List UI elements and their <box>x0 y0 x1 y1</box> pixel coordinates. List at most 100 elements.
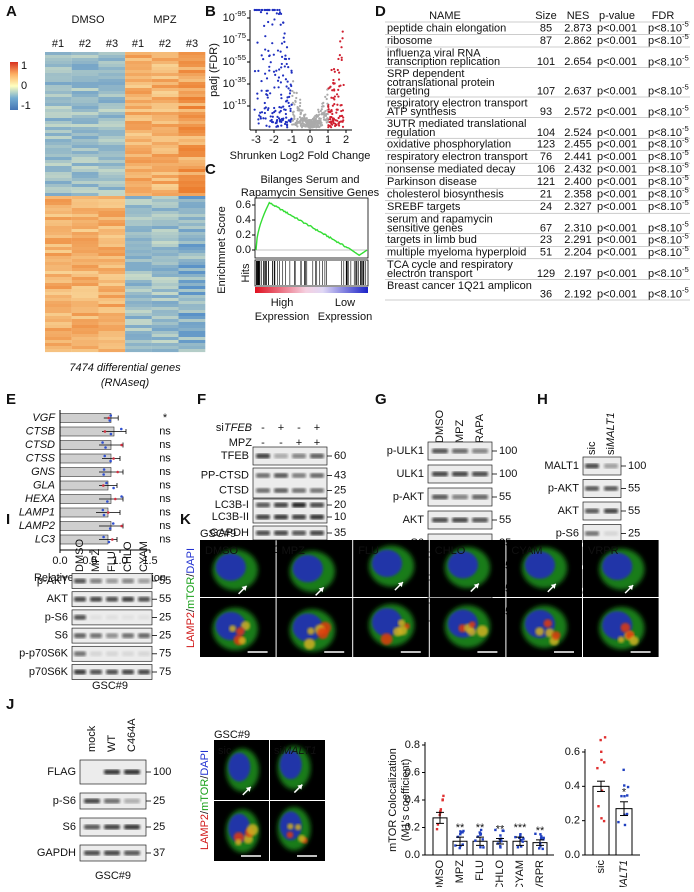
heatmap-cell <box>45 145 72 149</box>
heatmap-cell <box>178 238 206 242</box>
label-exponent: -5 <box>682 83 689 92</box>
label-exponent: -5 <box>682 53 689 62</box>
volcano-point <box>324 113 327 116</box>
heatmap-cell <box>45 337 72 341</box>
label: mock <box>86 725 98 752</box>
heatmap-cell <box>45 310 72 314</box>
heatmap-cell <box>125 193 152 197</box>
heatmap-cell <box>178 184 206 188</box>
label: p<0.001 <box>597 56 637 68</box>
heatmap-cell <box>125 103 152 107</box>
heatmap-cell <box>45 175 72 179</box>
label-base: p<8.10 <box>648 289 682 301</box>
heatmap-cell <box>45 112 72 116</box>
label-base: p<8.10 <box>648 35 682 47</box>
heatmap-cell <box>151 82 179 86</box>
label: VRPR <box>588 545 619 557</box>
sample-dot <box>522 837 525 840</box>
heatmap-cell <box>178 181 206 185</box>
stain-part: / <box>199 775 211 779</box>
lysosome <box>629 636 639 646</box>
blot-band <box>274 488 288 493</box>
volcano-point <box>268 69 271 72</box>
label: ns <box>159 439 171 451</box>
label: 129 <box>537 268 555 280</box>
label: 0.0 <box>236 244 251 256</box>
sample-dot <box>499 834 502 837</box>
label: 0.6 <box>565 746 580 758</box>
sample-dot <box>600 817 603 820</box>
heatmap-scale <box>10 62 18 110</box>
heatmap-cell <box>125 70 152 74</box>
heatmap-cell <box>125 343 152 347</box>
blot-band <box>106 596 118 602</box>
heatmap-cell <box>45 277 72 281</box>
label-base: 10 <box>223 12 235 24</box>
heatmap-cell <box>45 109 72 113</box>
volcano-point <box>279 81 282 84</box>
heatmap-cell <box>71 238 99 242</box>
label: 106 <box>537 164 555 176</box>
label: 0.0 <box>405 849 420 861</box>
label: -1 <box>21 100 31 112</box>
heatmap-cell <box>98 271 126 275</box>
label: NES <box>567 10 590 22</box>
heatmap-cell <box>98 217 126 221</box>
heatmap-cell <box>178 76 206 80</box>
label-exponent: -5 <box>682 220 689 229</box>
nucleus <box>447 551 479 579</box>
blot-band <box>84 824 100 830</box>
heatmap-cell <box>125 247 152 251</box>
heatmap-cell <box>98 268 126 272</box>
volcano-point <box>324 95 327 98</box>
volcano-point <box>271 8 274 12</box>
heatmap-cell <box>125 217 152 221</box>
volcano-point <box>299 101 302 105</box>
label-exponent: -5 <box>682 198 689 207</box>
heatmap-cell <box>45 292 72 296</box>
heatmap-cell <box>178 331 206 335</box>
sample-dot <box>459 833 462 836</box>
heatmap-cell <box>71 337 99 341</box>
heatmap-cell <box>125 118 152 122</box>
heatmap-cell <box>125 184 152 188</box>
volcano-point <box>333 70 336 73</box>
label-exponent: -5 <box>682 231 689 240</box>
heatmap-cell <box>45 70 72 74</box>
nucleus <box>279 750 302 780</box>
label: 0.4 <box>405 794 420 806</box>
sample-dot <box>104 446 107 449</box>
volcano-point <box>300 126 304 129</box>
volcano-point <box>320 108 323 111</box>
label: 2 <box>343 134 349 146</box>
bar <box>592 785 610 856</box>
heatmap-cell <box>71 289 99 293</box>
heatmap-cell <box>125 169 152 173</box>
volcano-point <box>329 116 332 119</box>
heatmap-cell <box>151 190 179 194</box>
blot-band <box>256 453 270 459</box>
heatmap-cell <box>45 325 72 329</box>
volcano-point <box>310 124 314 127</box>
volcano-point <box>292 91 296 94</box>
heatmap-cell <box>178 217 206 221</box>
volcano-point <box>286 96 289 99</box>
label: 25 <box>334 484 346 496</box>
heatmap-cell <box>151 325 179 329</box>
heatmap-cell <box>151 307 179 311</box>
heatmap-cell <box>45 151 72 155</box>
label: SREBF targets <box>387 201 461 213</box>
label: ns <box>159 425 171 437</box>
label: VRPR <box>534 860 546 887</box>
heatmap-cell <box>71 52 99 56</box>
heatmap-cell <box>71 85 99 89</box>
volcano-point <box>260 111 264 114</box>
volcano-point <box>278 11 282 14</box>
heatmap-cell <box>151 310 179 314</box>
blot-band <box>604 463 618 469</box>
heatmap-cell <box>125 187 152 191</box>
label: SRP dependent <box>387 68 464 80</box>
heatmap-cell <box>151 64 179 68</box>
label: cholesterol biosynthesis <box>387 189 504 201</box>
heatmap-cell <box>125 337 152 341</box>
